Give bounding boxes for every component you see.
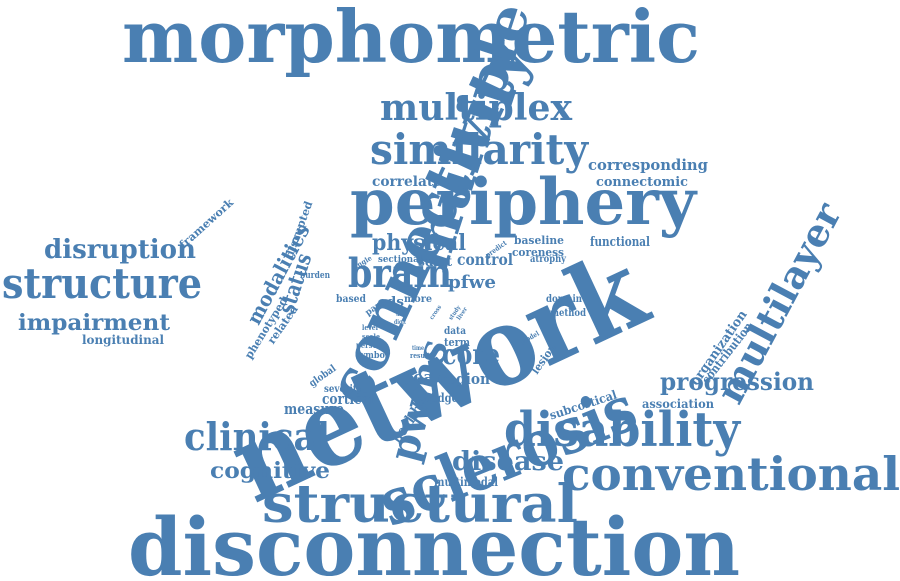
- word-disability: disability: [504, 402, 742, 458]
- word-multiplex: multiplex: [380, 87, 573, 129]
- word-functional: functional: [590, 235, 650, 250]
- word-structural: structural: [262, 474, 578, 535]
- word-more: more: [404, 294, 432, 305]
- word-method: method: [550, 308, 586, 319]
- word-conventional: conventional: [562, 447, 900, 501]
- word-based: based: [336, 294, 366, 305]
- word-pfwe: pfwe: [448, 272, 496, 293]
- word-region: region: [440, 370, 490, 388]
- word-person: person: [356, 340, 382, 350]
- word-sectional: sectional: [378, 255, 423, 265]
- word-level: level: [362, 323, 378, 332]
- word-longitudinal: longitudinal: [82, 333, 164, 347]
- word-cognitive: cognitive: [210, 458, 330, 484]
- word-eds: eds: [378, 295, 404, 310]
- word-symbol: symbol: [356, 351, 389, 361]
- word-result: result: [410, 351, 431, 360]
- word-physical: physical: [372, 230, 466, 256]
- word-disruption: disruption: [44, 235, 196, 265]
- word-framework: framework: [177, 196, 237, 251]
- word-morphometric: morphometric: [122, 0, 700, 79]
- word-year: year: [403, 368, 443, 386]
- word-measure: measure: [284, 400, 344, 418]
- word-coreness: coreness: [512, 246, 564, 259]
- word-correlate: correlate: [372, 174, 442, 190]
- word-sdmt: sdmt: [418, 254, 452, 270]
- word-disease: disease: [452, 447, 564, 477]
- word-connectomic: connectomic: [596, 175, 688, 190]
- word-baseline: baseline: [514, 234, 564, 247]
- word-data: data: [444, 326, 466, 337]
- word-similarity: similarity: [370, 125, 590, 174]
- word-atrophy: atrophy: [530, 254, 567, 265]
- word-corresponding: corresponding: [588, 156, 708, 174]
- word-cortical: cortical: [322, 390, 374, 408]
- word-structure: structure: [2, 259, 202, 308]
- word-scale: scale: [362, 332, 380, 341]
- word-association: association: [642, 397, 714, 411]
- word-term: term: [444, 336, 470, 349]
- word-impairment: impairment: [18, 310, 171, 336]
- word-control: control: [457, 250, 513, 269]
- word-use: use: [396, 312, 405, 318]
- word-core: core: [442, 338, 500, 371]
- word-digit: digit: [394, 319, 406, 326]
- word-time: time: [412, 345, 424, 352]
- word-multimodal: multimodal: [434, 475, 498, 489]
- word-periphery: periphery: [350, 165, 698, 240]
- word-progression: progression: [660, 367, 814, 396]
- word-disconnection: disconnection: [128, 500, 740, 581]
- word-clinical: clinical: [184, 414, 330, 459]
- word-domain: domain: [546, 294, 583, 305]
- word-severity: severity: [324, 384, 363, 395]
- word-burden: burden: [300, 271, 330, 281]
- word-brain: brain: [348, 250, 452, 297]
- word-hedge: hedge: [424, 391, 458, 405]
